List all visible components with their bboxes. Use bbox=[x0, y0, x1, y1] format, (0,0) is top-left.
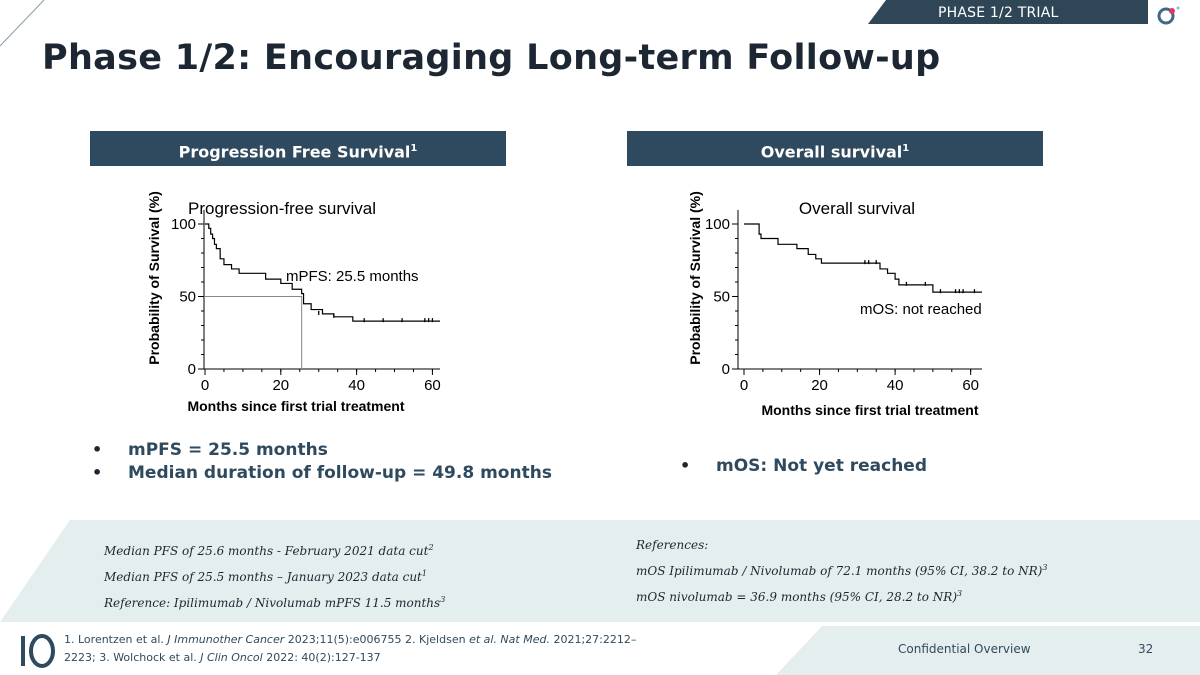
x-axis-label: Months since first trial treatment bbox=[761, 402, 978, 418]
bullet-item: mPFS = 25.5 months bbox=[92, 440, 552, 460]
pfs-section-sup: 1 bbox=[410, 143, 418, 154]
chart-title: Overall survival bbox=[799, 199, 915, 218]
os-section-sup: 1 bbox=[902, 143, 910, 154]
note-line: References: bbox=[636, 538, 709, 552]
trial-tag: PHASE 1/2 TRIAL bbox=[868, 0, 1148, 24]
x-tick-label: 20 bbox=[272, 377, 289, 394]
chart-title: Progression-free survival bbox=[188, 199, 376, 218]
survival-curve bbox=[205, 223, 440, 322]
x-axis-label: Months since first trial treatment bbox=[187, 398, 404, 414]
company-logo-icon bbox=[1157, 6, 1180, 25]
footer-panel bbox=[776, 626, 1200, 675]
os-section-label: Overall survival bbox=[760, 142, 903, 162]
corner-accent bbox=[0, 0, 45, 47]
note-line: Median PFS of 25.6 months - February 202… bbox=[104, 543, 434, 558]
median-guide-line bbox=[204, 296, 303, 369]
y-tick-label: 0 bbox=[722, 361, 730, 378]
os-bullet-list: mOS: Not yet reached bbox=[680, 456, 927, 479]
notes-left: Median PFS of 25.6 months - February 202… bbox=[104, 543, 445, 621]
notes-right: References: mOS Ipilimumab / Nivolumab o… bbox=[636, 538, 1047, 615]
notes-band bbox=[0, 520, 1200, 622]
y-tick-label: 50 bbox=[713, 289, 730, 306]
note-line: mOS nivolumab = 36.9 months (95% CI, 28.… bbox=[636, 589, 963, 604]
os-chart: Overall survival 0 50 100 0 20 40 60 Months sinc… bbox=[687, 191, 982, 418]
x-tick-label: 20 bbox=[811, 377, 828, 394]
x-tick-label: 0 bbox=[740, 377, 748, 394]
page-number: 32 bbox=[1138, 642, 1154, 656]
page-title: Phase 1/2: Encouraging Long-term Follow-… bbox=[42, 38, 941, 78]
note-line: Median PFS of 25.5 months – January 2023… bbox=[104, 569, 427, 584]
pfs-section-label: Progression Free Survival bbox=[178, 142, 411, 162]
bullet-item: mOS: Not yet reached bbox=[680, 456, 927, 476]
pfs-chart: Progression-free survival 0 50 100 0 20 40 60 Mo… bbox=[146, 191, 441, 414]
chart-annotation: mOS: not reached bbox=[860, 301, 982, 318]
footer-references: 1. Lorentzen et al. J Immunother Cancer … bbox=[64, 633, 637, 664]
x-tick-label: 40 bbox=[887, 377, 904, 394]
pfs-section-header: Progression Free Survival1 bbox=[90, 131, 506, 166]
y-tick-label: 50 bbox=[179, 289, 196, 306]
survival-curve bbox=[744, 223, 982, 293]
bullet-item: Median duration of follow-up = 49.8 mont… bbox=[92, 463, 552, 483]
x-tick-label: 0 bbox=[201, 377, 209, 394]
company-logo-icon bbox=[21, 634, 55, 668]
y-tick-label: 0 bbox=[188, 361, 196, 378]
y-tick-label: 100 bbox=[171, 216, 196, 233]
os-section-header: Overall survival1 bbox=[627, 131, 1043, 166]
confidential-label: Confidential Overview bbox=[898, 642, 1031, 656]
note-line: Reference: Ipilimumab / Nivolumab mPFS 1… bbox=[104, 595, 446, 610]
x-tick-label: 60 bbox=[962, 377, 979, 394]
chart-annotation: mPFS: 25.5 months bbox=[286, 268, 419, 285]
x-tick-label: 60 bbox=[424, 377, 441, 394]
pfs-bullet-list: mPFS = 25.5 months Median duration of fo… bbox=[92, 440, 552, 486]
y-tick-label: 100 bbox=[705, 216, 730, 233]
y-axis-label: Probability of Survival (%) bbox=[687, 191, 703, 364]
x-tick-label: 40 bbox=[348, 377, 365, 394]
note-line: mOS Ipilimumab / Nivolumab of 72.1 month… bbox=[636, 563, 1048, 578]
y-axis-label: Probability of Survival (%) bbox=[146, 191, 162, 364]
